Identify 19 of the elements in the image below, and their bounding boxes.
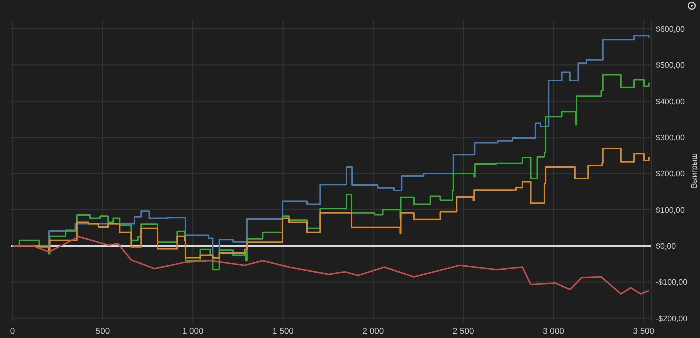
- y-tick-label: $0,00: [656, 242, 677, 252]
- y-tick-label: -$200,00: [656, 314, 688, 324]
- x-tick-label: 3 500: [633, 326, 655, 336]
- y-tick-label: -$100,00: [656, 278, 688, 288]
- y-tick-label: $600,00: [656, 25, 686, 34]
- y-tick-label: $200,00: [656, 170, 686, 179]
- x-tick-label: 2 000: [362, 326, 384, 336]
- x-tick-label: 2 500: [452, 326, 474, 336]
- y-axis-title: Выигрыш: [690, 153, 699, 189]
- x-tick-label: 1 000: [182, 326, 204, 336]
- line-series: [12, 236, 650, 295]
- x-tick-label: 500: [96, 326, 110, 336]
- y-tick-label: $400,00: [656, 97, 686, 106]
- y-tick-label: $300,00: [656, 134, 686, 143]
- x-tick-label: 1 500: [272, 326, 294, 336]
- x-tick-label: 0: [10, 326, 16, 336]
- y-tick-label: $500,00: [656, 61, 686, 70]
- y-tick-label: $100,00: [656, 206, 686, 215]
- x-tick-label: 3 000: [543, 326, 565, 336]
